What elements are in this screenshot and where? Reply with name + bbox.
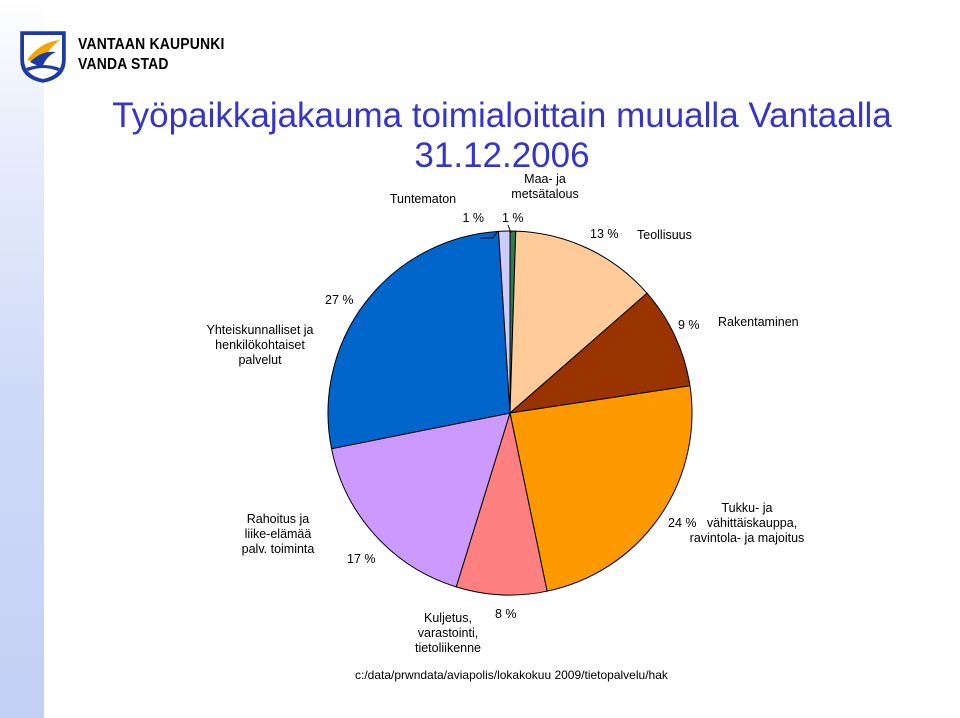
- value-teollisuus: 13 %: [590, 227, 619, 241]
- sidebar-gradient: [0, 0, 44, 718]
- pie-slice-2: [508, 292, 691, 414]
- chart-title-line-1: Työpaikkajakauma toimialoittain muualla …: [112, 96, 892, 135]
- label-teollisuus: Teollisuus: [637, 228, 692, 242]
- label-maatalous: Maa- ja metsätalous: [511, 172, 578, 201]
- pie-slice-1: [509, 230, 648, 415]
- label-kauppa: Tukku- ja vähittäiskauppa, ravintola- ja m…: [690, 501, 805, 545]
- file-path-footer: c:/data/prwndata/aviapolis/lokakokuu 200…: [355, 668, 668, 682]
- label-yhteiskunta: Yhteiskunnalliset ja henkilökohtaiset palv…: [206, 323, 313, 367]
- brand-name-swedish: VANDA STAD: [78, 56, 169, 73]
- label-kuljetus: Kuljetus, varastointi, tietoliikenne: [415, 611, 481, 655]
- city-logo-icon: [20, 31, 66, 83]
- leader-line-tuntematon: [480, 231, 498, 239]
- value-maatalous: 1 %: [502, 211, 524, 225]
- value-rahoitus: 17 %: [347, 552, 376, 566]
- brand-name-finnish: VANTAAN KAUPUNKI: [78, 36, 225, 53]
- value-rakentaminen: 9 %: [678, 318, 700, 332]
- label-tuntematon: Tuntematon: [390, 192, 456, 206]
- pie-slice-6: [327, 230, 511, 450]
- pie-slice-5: [330, 412, 511, 588]
- label-rahoitus: Rahoitus ja liike-elämää palv. toiminta: [242, 512, 315, 556]
- leader-line-maatalous: [507, 224, 512, 234]
- value-tuntematon: 1 %: [462, 211, 484, 225]
- pie-slice-4: [455, 412, 548, 596]
- chart-title-line-2: 31.12.2006: [414, 136, 590, 175]
- value-kuljetus: 8 %: [495, 607, 517, 621]
- label-rakentaminen: Rakentaminen: [718, 315, 799, 329]
- pie-slice-3: [509, 385, 693, 592]
- value-kauppa: 24 %: [668, 516, 697, 530]
- value-yhteiskunta: 27 %: [325, 293, 354, 307]
- chart-title: Työpaikkajakauma toimialoittain muualla …: [44, 96, 960, 176]
